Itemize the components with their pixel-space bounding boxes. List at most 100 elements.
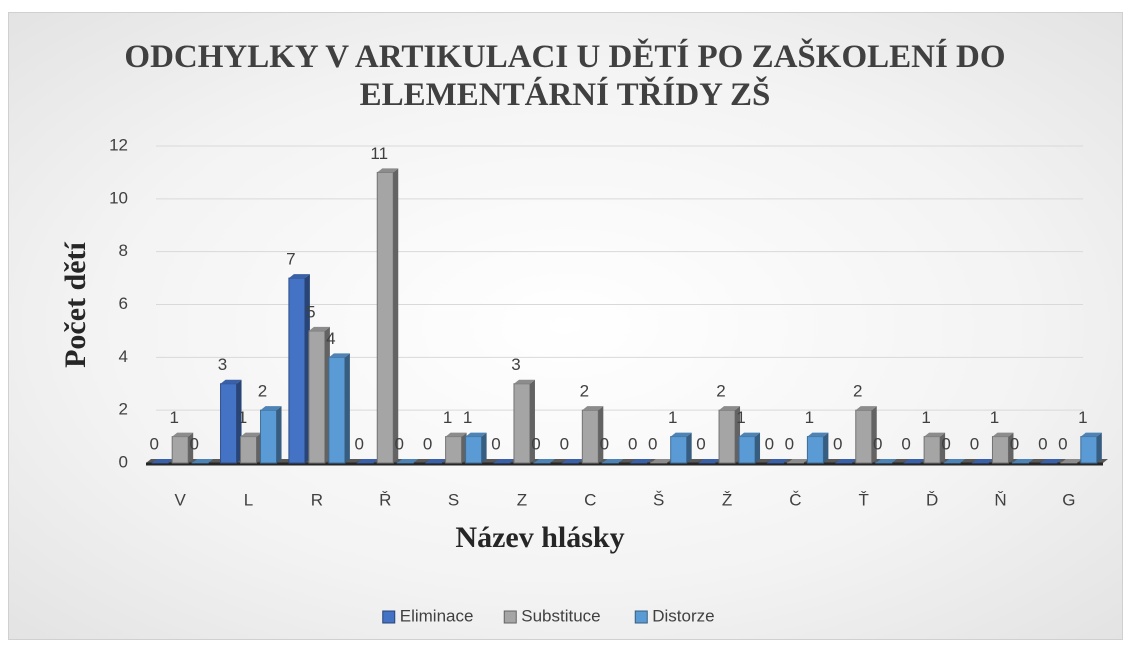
bar-top	[992, 432, 1014, 437]
bar-top	[328, 353, 350, 358]
data-label: 0	[1010, 434, 1019, 453]
bar-top	[670, 432, 692, 437]
bar	[328, 356, 346, 464]
bar-top	[719, 406, 741, 411]
data-label: 0	[149, 434, 158, 453]
y-tick-label: 8	[119, 241, 128, 260]
bar-top	[172, 432, 194, 437]
bar	[288, 277, 306, 464]
data-label: 0	[628, 434, 637, 453]
y-tick-label: 12	[109, 135, 128, 154]
data-label: 0	[785, 434, 794, 453]
y-tick-label: 0	[119, 452, 128, 471]
bar	[806, 436, 824, 464]
data-label: 0	[189, 434, 198, 453]
data-label: 1	[736, 408, 745, 427]
x-axis-title: Název hlásky	[455, 521, 624, 554]
data-label: 0	[560, 434, 569, 453]
bar-top	[288, 274, 310, 279]
bar-top	[630, 459, 652, 463]
data-label: 0	[873, 434, 882, 453]
bar-top	[465, 432, 487, 437]
bar	[581, 409, 599, 464]
bar-top	[739, 432, 761, 437]
data-label: 0	[491, 434, 500, 453]
bar-top	[582, 406, 604, 411]
bar	[465, 436, 483, 464]
data-label: 2	[258, 382, 267, 401]
x-tick-label: L	[244, 490, 253, 509]
bar	[513, 383, 531, 464]
bar	[991, 436, 1009, 464]
data-label: 0	[355, 434, 364, 453]
x-tick-label: Z	[517, 490, 527, 509]
bar	[171, 436, 189, 464]
y-tick-label: 2	[119, 400, 128, 419]
x-tick-label: Ř	[379, 490, 391, 509]
bar-side	[393, 168, 399, 463]
bar-top	[533, 459, 555, 463]
data-label: 0	[648, 434, 657, 453]
bar-side	[481, 432, 487, 463]
x-tick-label: Ň	[994, 490, 1006, 509]
bar-top	[650, 459, 672, 463]
data-label: 7	[286, 250, 295, 269]
bar-top	[513, 379, 535, 384]
data-label: 0	[423, 434, 432, 453]
bar	[376, 171, 394, 464]
legend-swatch	[634, 610, 648, 624]
x-tick-label: Č	[789, 490, 801, 509]
bar-top	[1080, 432, 1102, 437]
data-label: 0	[600, 434, 609, 453]
bar-top	[493, 459, 515, 463]
data-label: 1	[805, 408, 814, 427]
bar	[1080, 436, 1098, 464]
data-label: 4	[326, 329, 335, 348]
data-label: 1	[238, 408, 247, 427]
bar	[240, 436, 258, 464]
y-tick-label: 6	[119, 294, 128, 313]
bar-side	[188, 432, 194, 463]
bar-side	[598, 406, 604, 463]
data-label: 3	[511, 355, 520, 374]
data-label: 0	[833, 434, 842, 453]
bar-top	[1012, 459, 1034, 463]
data-label: 0	[395, 434, 404, 453]
bar	[855, 409, 873, 464]
y-tick-label: 10	[109, 188, 128, 207]
chart-title: ODCHYLKY V ARTIKULACI U DĚTÍ PO ZAŠKOLEN…	[124, 39, 1006, 113]
data-label: 2	[580, 382, 589, 401]
data-label: 2	[853, 382, 862, 401]
bar-top	[445, 432, 467, 437]
bar-side	[940, 432, 946, 463]
bar	[260, 409, 278, 464]
bar-top	[192, 459, 214, 463]
data-label: 1	[169, 408, 178, 427]
x-tick-label: V	[175, 490, 187, 509]
bar-top	[1040, 459, 1062, 463]
bar-side	[686, 432, 692, 463]
legend-label: Eliminace	[400, 606, 474, 625]
x-tick-label: S	[448, 490, 459, 509]
bar-top	[924, 432, 946, 437]
bar	[738, 436, 756, 464]
data-label: 2	[716, 382, 725, 401]
legend-swatch	[503, 610, 517, 624]
data-label: 1	[990, 408, 999, 427]
y-axis-title: Počet dětí	[59, 241, 92, 367]
bar-top	[835, 459, 857, 463]
data-label: 1	[463, 408, 472, 427]
chart-background	[8, 12, 1123, 640]
bar-side	[823, 432, 829, 463]
bar-top	[807, 432, 829, 437]
bar-top	[220, 379, 242, 384]
bar-top	[425, 459, 447, 463]
data-label: 0	[970, 434, 979, 453]
bar-top	[855, 406, 877, 411]
data-label: 0	[1058, 434, 1067, 453]
bar-top	[308, 326, 330, 331]
x-tick-label: Ž	[722, 490, 732, 509]
legend-label: Distorze	[652, 606, 714, 625]
